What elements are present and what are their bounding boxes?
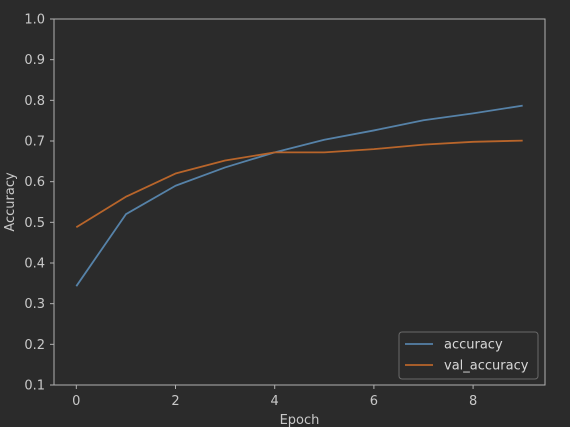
legend[interactable]: accuracy val_accuracy [398,331,539,380]
y-tick-label: 1.0 [24,13,45,28]
legend-label-val-accuracy: val_accuracy [444,359,529,374]
plot-area [75,104,523,287]
y-tick-label: 0.8 [24,94,45,109]
axes-frame [53,18,546,386]
x-tick-label: 4 [271,394,279,409]
x-tick-label: 6 [370,394,378,409]
x-tick-label: 2 [171,394,179,409]
x-tick-label: 8 [469,394,477,409]
y-tick-label: 0.5 [24,216,45,231]
axes: 0 2 4 6 8 0.1 0.2 0.3 0.4 0.5 0.6 0.7 0.8 0.9 1.0 Epoch… [3,13,546,427]
y-tick-label: 0.2 [24,338,45,353]
series-line-accuracy [75,104,523,287]
y-tick-label: 0.4 [24,257,45,272]
x-axis-label: Epoch [280,413,320,427]
y-tick-label: 0.3 [24,297,45,312]
y-tick-label: 0.6 [24,175,45,190]
legend-box [398,331,539,380]
x-tick-label: 0 [72,394,80,409]
y-tick-label: 0.9 [24,53,45,68]
y-tick-label: 0.7 [24,135,45,150]
y-axis-label: Accuracy [3,172,18,232]
legend-label-accuracy: accuracy [444,338,503,353]
y-tick-label: 0.1 [24,379,45,394]
series-line-val-accuracy [75,139,523,228]
